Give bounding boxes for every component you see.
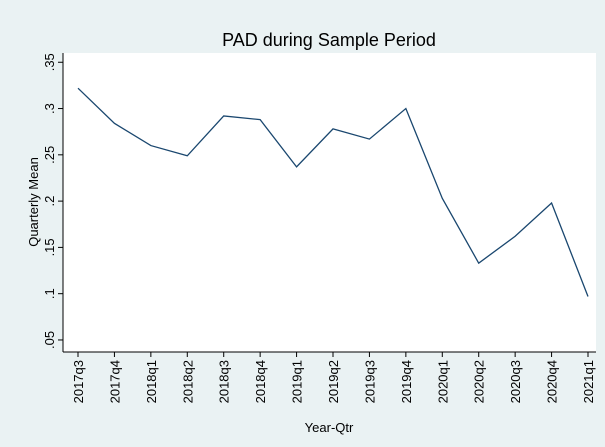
x-tick-label: 2018q1 xyxy=(144,360,159,403)
x-tick-label: 2020q1 xyxy=(435,360,450,403)
x-tick-label: 2020q2 xyxy=(472,360,487,403)
y-tick-label: .2 xyxy=(42,196,57,207)
y-tick-label: .1 xyxy=(42,288,57,299)
x-tick-label: 2018q3 xyxy=(217,360,232,403)
x-tick-label: 2017q3 xyxy=(71,360,86,403)
x-tick-label: 2018q4 xyxy=(253,360,268,403)
x-tick-label: 2017q4 xyxy=(107,360,122,403)
x-tick-label: 2019q1 xyxy=(290,360,305,403)
y-tick-label: .15 xyxy=(42,238,57,256)
x-tick-label: 2019q2 xyxy=(326,360,341,403)
x-tick-label: 2019q3 xyxy=(362,360,377,403)
x-tick-label: 2020q4 xyxy=(545,360,560,403)
x-tick-label: 2018q2 xyxy=(180,360,195,403)
y-tick-label: .35 xyxy=(42,53,57,71)
x-tick-label: 2019q4 xyxy=(399,360,414,403)
plot-area xyxy=(63,53,596,352)
line-series xyxy=(77,87,589,297)
y-tick-label: .3 xyxy=(42,103,57,114)
x-axis-label: Year-Qtr xyxy=(305,420,354,435)
x-tick-label: 2020q3 xyxy=(508,360,523,403)
chart-title: PAD during Sample Period xyxy=(222,30,436,50)
x-tick-label: 2021q1 xyxy=(581,360,596,403)
y-axis-label: Quarterly Mean xyxy=(26,157,41,247)
y-tick-label: .25 xyxy=(42,146,57,164)
y-tick-label: .05 xyxy=(42,331,57,349)
